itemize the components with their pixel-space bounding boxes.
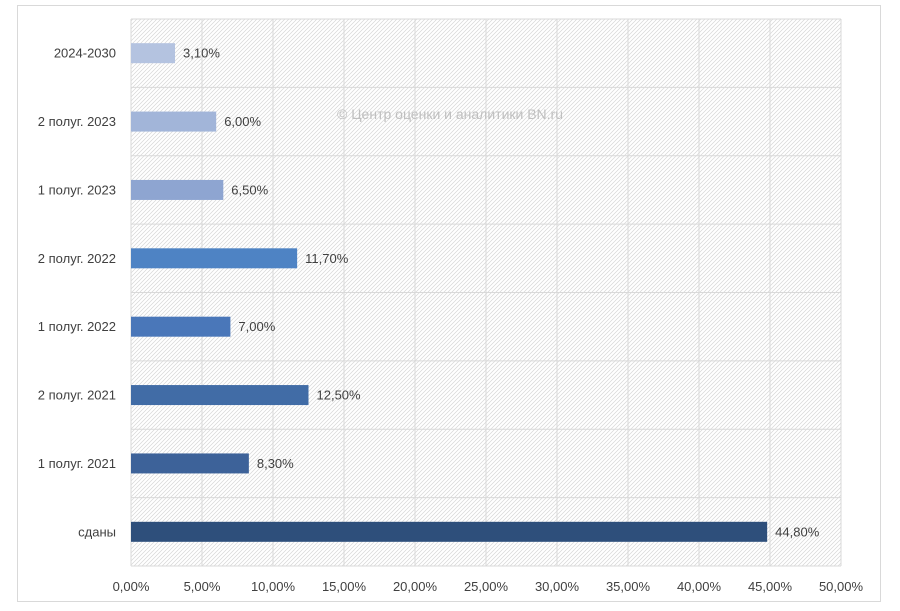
x-tick-label: 45,00% (748, 579, 793, 594)
data-label: 7,00% (238, 319, 275, 334)
bar (131, 521, 768, 542)
x-tick-label: 15,00% (322, 579, 367, 594)
x-tick-label: 20,00% (393, 579, 438, 594)
y-tick-label: 1 полуг. 2021 (38, 456, 116, 471)
bars (131, 43, 768, 542)
x-tick-label: 10,00% (251, 579, 296, 594)
x-tick-label: 5,00% (184, 579, 221, 594)
bar (131, 453, 249, 474)
bar (131, 43, 176, 64)
x-tick-label: 30,00% (535, 579, 580, 594)
y-tick-label: 1 полуг. 2022 (38, 319, 116, 334)
bar (131, 179, 224, 200)
bar (131, 248, 298, 269)
x-axis-labels: 0,00% 5,00% 10,00% 15,00% 20,00% 25,00% 30,00%… (113, 579, 864, 594)
x-tick-label: 40,00% (677, 579, 722, 594)
y-tick-label: 2024-2030 (54, 46, 116, 61)
data-label: 8,30% (257, 456, 294, 471)
x-tick-label: 50,00% (819, 579, 864, 594)
x-tick-label: 35,00% (606, 579, 651, 594)
y-tick-label: 2 полуг. 2022 (38, 251, 116, 266)
y-tick-label: 2 полуг. 2021 (38, 388, 116, 403)
bar (131, 385, 309, 406)
y-tick-label: 1 полуг. 2023 (38, 182, 116, 197)
data-label: 44,80% (775, 524, 820, 539)
bar (131, 111, 217, 132)
bar (131, 316, 231, 337)
data-label: 3,10% (183, 46, 220, 61)
y-tick-label: 2 полуг. 2023 (38, 114, 116, 129)
gridlines (130, 18, 842, 567)
y-tick-label: сданы (78, 524, 116, 539)
data-labels: 3,10% 6,00% 6,50% 11,70% 7,00% 12,50% 8,30% 44,… (183, 46, 820, 540)
x-tick-label: 25,00% (464, 579, 509, 594)
data-label: 11,70% (305, 251, 349, 266)
watermark: © Центр оценки и аналитики BN.ru (337, 106, 563, 122)
data-label: 6,50% (231, 182, 268, 197)
data-label: 12,50% (317, 388, 362, 403)
x-tick-label: 0,00% (113, 579, 150, 594)
y-axis-labels: 2024-2030 2 полуг. 2023 1 полуг. 2023 2 пол… (38, 46, 116, 540)
data-label: 6,00% (224, 114, 261, 129)
